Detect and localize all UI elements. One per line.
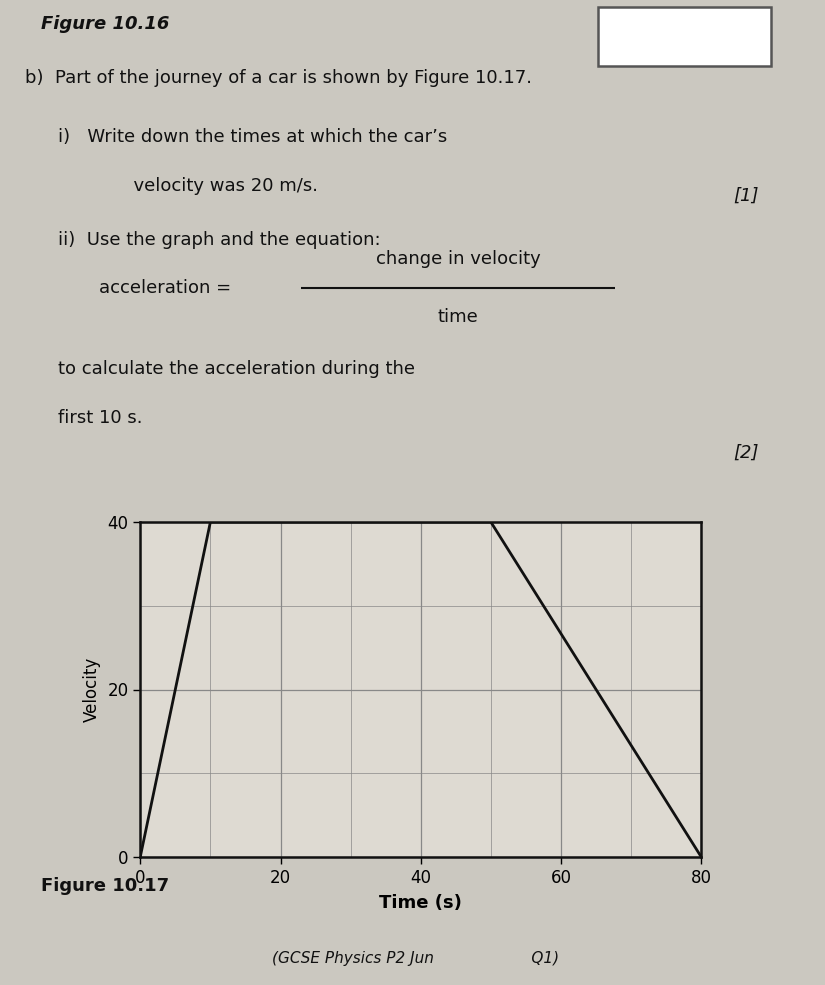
Text: Figure 10.16: Figure 10.16 — [41, 15, 170, 33]
Text: ii)  Use the graph and the equation:: ii) Use the graph and the equation: — [58, 231, 380, 249]
Text: [2]: [2] — [733, 443, 759, 461]
Text: change in velocity: change in velocity — [375, 250, 540, 268]
Text: i)   Write down the times at which the car’s: i) Write down the times at which the car… — [58, 128, 447, 146]
Y-axis label: Velocity: Velocity — [82, 657, 101, 722]
Text: time: time — [437, 307, 478, 326]
Text: [1]: [1] — [733, 187, 759, 205]
Text: b)  Part of the journey of a car is shown by Figure 10.17.: b) Part of the journey of a car is shown… — [25, 69, 532, 87]
Text: acceleration =: acceleration = — [99, 279, 237, 297]
Text: Figure 10.17: Figure 10.17 — [41, 878, 169, 895]
FancyBboxPatch shape — [598, 7, 771, 66]
Text: velocity was 20 m/s.: velocity was 20 m/s. — [99, 177, 318, 195]
Text: first 10 s.: first 10 s. — [58, 409, 142, 427]
Text: to calculate the acceleration during the: to calculate the acceleration during the — [58, 360, 415, 377]
Text: (GCSE Physics P2 Jun                    Q1): (GCSE Physics P2 Jun Q1) — [272, 952, 559, 966]
X-axis label: Time (s): Time (s) — [380, 893, 462, 912]
